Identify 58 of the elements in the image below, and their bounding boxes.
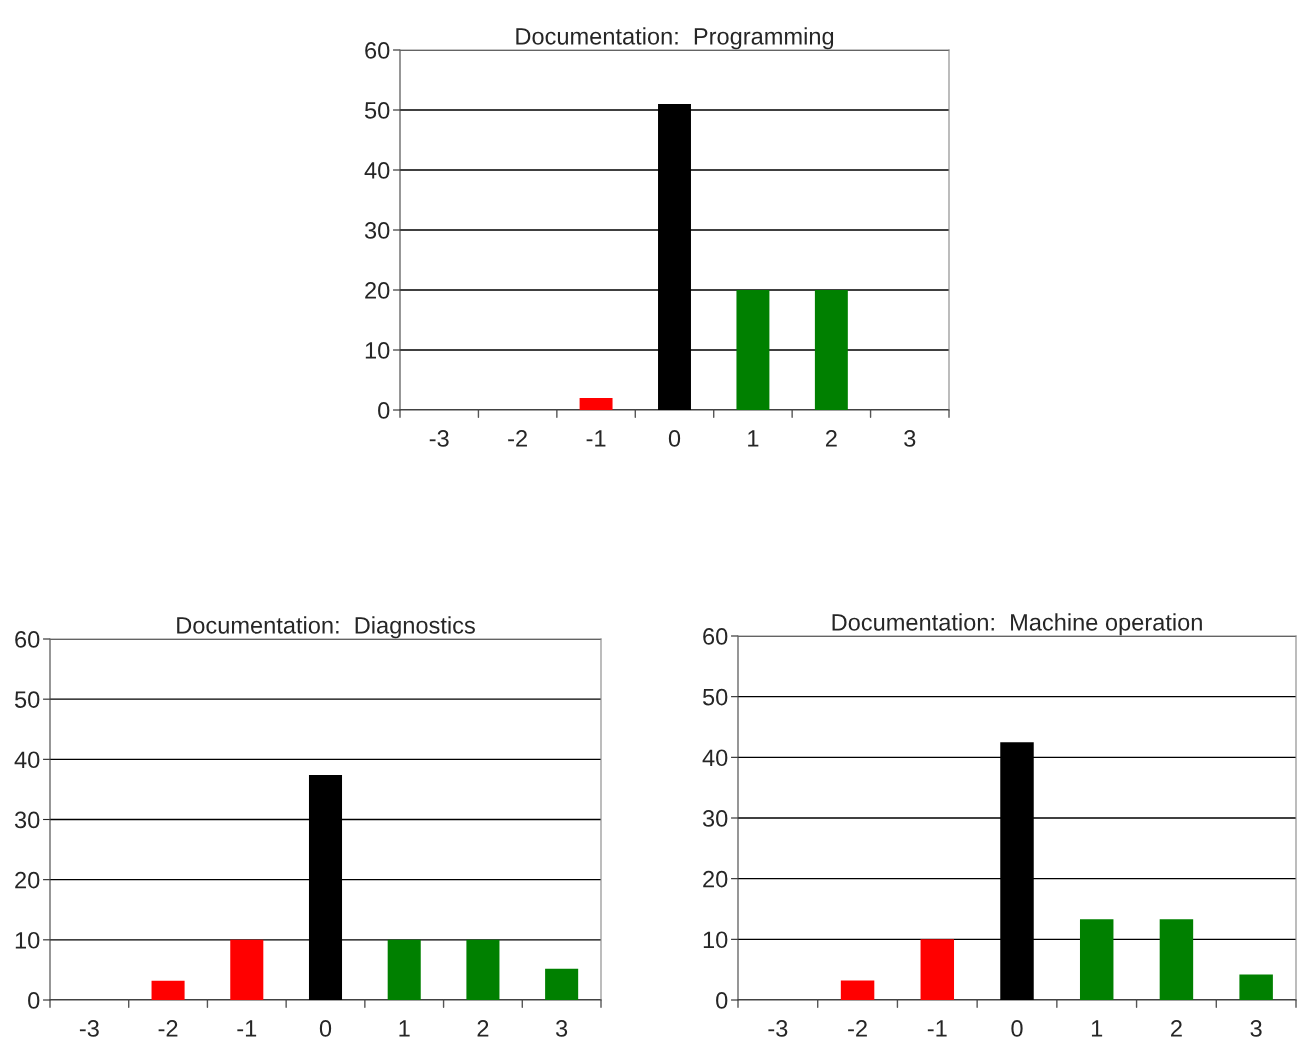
x-tick-label: -3 xyxy=(429,430,449,447)
x-tick-label: 1 xyxy=(748,430,759,447)
chart-title: Documentation: Machine operation xyxy=(832,613,1202,636)
bar xyxy=(920,939,955,1000)
x-tick-label: -2 xyxy=(158,1020,178,1037)
x-tick-label: 2 xyxy=(825,430,837,447)
bar xyxy=(840,980,875,1000)
bar xyxy=(545,968,579,1000)
y-tick-label: 20 xyxy=(703,870,728,888)
y-tick-label: 60 xyxy=(365,42,390,59)
y-tick-label: 50 xyxy=(14,691,40,708)
y-tick-label: 50 xyxy=(364,102,390,119)
y-tick-label: 10 xyxy=(365,342,390,359)
x-tick-label: -3 xyxy=(79,1020,99,1037)
x-tick-label: -2 xyxy=(848,1020,867,1037)
y-tick-label: 30 xyxy=(702,810,728,827)
y-tick-label: 10 xyxy=(703,931,728,949)
x-tick-label: -3 xyxy=(768,1020,788,1037)
x-tick-label: 0 xyxy=(668,430,681,447)
bar xyxy=(151,980,185,1000)
y-tick-label: 0 xyxy=(716,992,728,1009)
bar xyxy=(1079,919,1114,1000)
bar xyxy=(1239,974,1273,1000)
bar xyxy=(387,939,421,1000)
chart-title: Documentation: Programming xyxy=(516,27,834,50)
x-tick-label: 3 xyxy=(555,1020,568,1037)
bar xyxy=(466,939,500,1000)
x-tick-label: 1 xyxy=(399,1020,410,1037)
x-tick-label: 2 xyxy=(1171,1020,1182,1037)
x-tick-label: 0 xyxy=(1011,1020,1023,1037)
x-tick-label: 0 xyxy=(319,1020,332,1037)
x-tick-label: 3 xyxy=(904,430,916,447)
x-tick-label: 2 xyxy=(477,1020,489,1037)
bar xyxy=(579,398,613,410)
y-tick-label: 60 xyxy=(703,628,728,645)
bar xyxy=(1159,919,1194,1000)
y-tick-label: 20 xyxy=(365,282,390,299)
y-tick-label: 30 xyxy=(364,222,390,239)
y-tick-label: 20 xyxy=(15,871,40,889)
bar xyxy=(814,290,848,410)
y-tick-label: 50 xyxy=(702,688,728,706)
x-tick-label: -2 xyxy=(508,430,527,447)
y-tick-label: 0 xyxy=(378,402,390,419)
bar xyxy=(230,939,264,1000)
y-tick-label: 30 xyxy=(14,811,40,829)
x-tick-label: -1 xyxy=(586,430,606,447)
y-tick-label: 40 xyxy=(364,162,390,179)
y-tick-label: 10 xyxy=(15,931,40,949)
x-tick-label: 3 xyxy=(1250,1020,1262,1037)
bar xyxy=(736,290,770,410)
x-tick-label: -1 xyxy=(237,1020,257,1037)
y-tick-label: 40 xyxy=(14,751,40,769)
y-tick-label: 0 xyxy=(28,992,40,1009)
y-tick-label: 60 xyxy=(15,631,40,648)
x-tick-label: -1 xyxy=(927,1020,947,1037)
x-tick-label: 1 xyxy=(1091,1020,1103,1037)
y-tick-label: 40 xyxy=(702,749,728,767)
chart-title: Documentation: Diagnostics xyxy=(177,616,475,639)
